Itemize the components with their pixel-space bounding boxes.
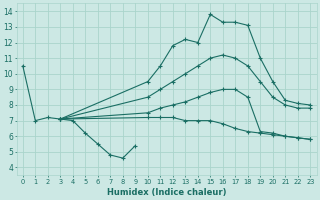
X-axis label: Humidex (Indice chaleur): Humidex (Indice chaleur) <box>107 188 226 197</box>
